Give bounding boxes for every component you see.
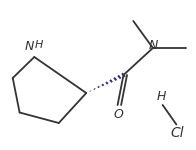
Text: O: O bbox=[114, 108, 123, 121]
Text: Cl: Cl bbox=[171, 126, 184, 140]
Text: H: H bbox=[35, 40, 43, 50]
Text: N: N bbox=[149, 39, 158, 52]
Text: H: H bbox=[157, 90, 166, 103]
Text: N: N bbox=[25, 40, 34, 53]
